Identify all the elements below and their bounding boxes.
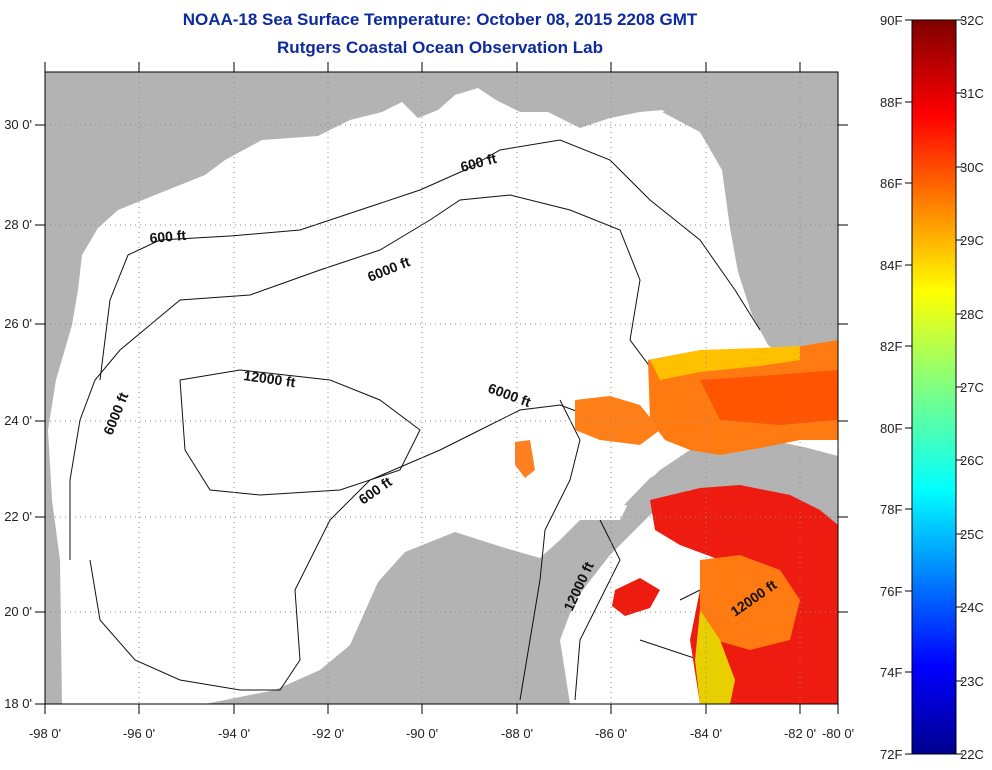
lat-label: 18 0' [4,696,32,711]
colorbar-c-label: 30C [960,160,984,175]
sst-florida-straits-warm [700,370,838,425]
gridlines [45,72,838,704]
lon-label: -96 0' [123,726,155,741]
lat-label: 24 0' [4,413,32,428]
contour-600ft [99,139,761,381]
longitude-labels: -98 0' -96 0' -94 0' -92 0' -90 0' -88 0… [29,726,854,741]
lat-label: 28 0' [4,217,32,232]
colorbar-f-label: 82F [880,339,903,354]
colorbar-f-label: 74F [880,665,903,680]
sst-caribbean-orange [700,555,800,650]
colorbar-c-label: 27C [960,380,984,395]
tick-marks [35,62,848,714]
lon-label: -88 0' [501,726,533,741]
sst-data [515,340,838,704]
colorbar-f-label: 78F [880,502,903,517]
colorbar-c-label: 23C [960,674,984,689]
contour-label-600-west: 600 ft [149,227,187,246]
map-title: NOAA-18 Sea Surface Temperature: October… [182,10,698,29]
contour-6000ft-inner [89,404,601,691]
colorbar-f-label: 76F [880,584,903,599]
colorbar-f-label: 72F [880,747,903,762]
map-subtitle: Rutgers Coastal Ocean Observation Lab [277,38,603,57]
colorbar-f-label: 86F [880,176,903,191]
colorbar-f-label: 88F [880,95,903,110]
colorbar-f-label: 80F [880,421,903,436]
sst-caribbean-island-patch [612,578,660,616]
lon-label: -80 0' [822,726,854,741]
contour-6000ft [69,194,701,560]
colorbar-c-label: 25C [960,527,984,542]
lon-label: -92 0' [312,726,344,741]
contour-12000ft [179,369,421,496]
contour-12000ft-south [574,519,621,701]
lon-label: -82 0' [784,726,816,741]
colorbar-c-label: 29C [960,233,984,248]
colorbar-ticks [905,19,963,755]
colorbar-c-label: 24C [960,600,984,615]
sst-caribbean-yellow [695,610,735,704]
bathymetry-contours [69,139,838,701]
yucatan-land [380,535,545,704]
colorbar-c-label: 28C [960,307,984,322]
gulf-water [48,88,838,704]
contour-600ft-yucatan [519,399,581,701]
colorbar-c-label: 31C [960,86,984,101]
sst-small-patch [515,440,535,478]
lon-label: -90 0' [406,726,438,741]
colorbar [911,19,957,755]
lat-label: 26 0' [4,316,32,331]
contour-label-12000-center: 12000 ft [243,367,297,390]
lon-label: -94 0' [218,726,250,741]
latitude-labels: 30 0' 28 0' 26 0' 24 0' 22 0' 20 0' 18 0… [4,117,32,711]
sst-west-patch [575,396,660,445]
lon-label: -98 0' [29,726,61,741]
colorbar-c-label: 26C [960,453,984,468]
cuba-land [624,440,838,508]
colorbar-f-label: 84F [880,258,903,273]
sst-yellow-fringe [650,346,800,380]
map-frame [44,71,839,705]
lon-label: -86 0' [595,726,627,741]
lat-label: 22 0' [4,509,32,524]
colorbar-f-label: 90F [880,13,903,28]
colorbar-c-label: 32C [960,13,984,28]
florida-land [662,110,835,360]
colorbar-c-label: 22C [960,747,984,762]
lat-label: 20 0' [4,604,32,619]
lat-label: 30 0' [4,117,32,132]
lon-label: -84 0' [690,726,722,741]
